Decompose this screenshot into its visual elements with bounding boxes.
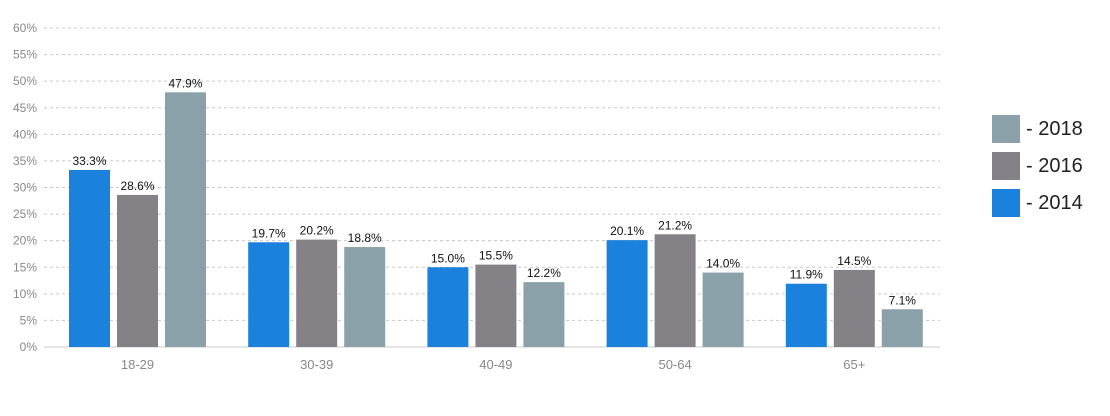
legend-label-2018: - 2018 — [1026, 117, 1083, 140]
data-label: 20.2% — [300, 224, 334, 238]
bar-2016-40-49[interactable] — [475, 264, 517, 347]
bar-2018-18-29[interactable] — [165, 92, 206, 347]
bar-2014-65+[interactable] — [785, 283, 827, 347]
y-tick-label: 55% — [13, 48, 37, 62]
y-tick-label: 0% — [20, 340, 38, 354]
x-tick-label: 18-29 — [121, 357, 154, 372]
legend-item-2014[interactable]: - 2014 — [992, 186, 1083, 220]
bar-2014-40-49[interactable] — [427, 267, 469, 347]
data-label: 12.2% — [527, 266, 561, 280]
bar-2016-65+[interactable] — [833, 269, 875, 347]
data-label: 20.1% — [610, 224, 644, 238]
x-axis-ticks: 18-29 30-39 40-49 50-64 65+ — [121, 357, 865, 372]
data-label: 7.1% — [889, 293, 917, 307]
y-tick-label: 60% — [13, 21, 37, 35]
data-label: 47.9% — [168, 76, 202, 90]
y-tick-label: 5% — [20, 313, 38, 327]
x-tick-label: 50-64 — [658, 357, 691, 372]
bar-2016-50-64[interactable] — [654, 234, 696, 347]
legend-swatch-2018 — [992, 115, 1020, 143]
data-label: 19.7% — [252, 226, 286, 240]
y-tick-label: 10% — [13, 287, 37, 301]
x-tick-label: 30-39 — [300, 357, 333, 372]
data-label: 14.0% — [706, 257, 740, 271]
y-tick-label: 25% — [13, 207, 37, 221]
data-labels: 33.3% 28.6% 47.9% 19.7% 20.2% 18.8% 15.0% 15.5%… — [72, 76, 916, 307]
legend-label-2016: - 2016 — [1026, 154, 1083, 177]
bar-2018-65+[interactable] — [881, 309, 923, 347]
x-tick-label: 40-49 — [479, 357, 512, 372]
x-tick-label: 65+ — [843, 357, 865, 372]
data-label: 21.2% — [658, 218, 692, 232]
bar-2014-30-39[interactable] — [248, 242, 290, 347]
y-tick-label: 20% — [13, 234, 37, 248]
data-label: 18.8% — [348, 231, 382, 245]
legend-label-2014: - 2014 — [1026, 191, 1083, 214]
y-tick-label: 50% — [13, 74, 37, 88]
legend-item-2018[interactable]: - 2018 — [992, 112, 1083, 146]
legend: - 2018 - 2016 - 2014 — [992, 112, 1083, 223]
bar-2014-50-64[interactable] — [606, 240, 648, 347]
y-tick-label: 35% — [13, 154, 37, 168]
legend-swatch-2016 — [992, 152, 1020, 180]
y-tick-label: 15% — [13, 260, 37, 274]
y-axis-ticks: 0% 5% 10% 15% 20% 25% 30% 35% 40% 45% 50% 55% 60% — [13, 21, 37, 354]
y-tick-label: 40% — [13, 127, 37, 141]
bar-2016-30-39[interactable] — [296, 239, 338, 347]
y-tick-label: 45% — [13, 101, 37, 115]
data-label: 11.9% — [790, 268, 823, 282]
bar-2018-50-64[interactable] — [702, 272, 744, 347]
bar-2014-18-29[interactable] — [69, 169, 110, 347]
data-label: 14.5% — [837, 254, 871, 268]
data-label: 33.3% — [72, 154, 106, 168]
bar-2018-40-49[interactable] — [523, 282, 565, 347]
data-label: 28.6% — [120, 179, 154, 193]
bar-2018-30-39[interactable] — [344, 247, 386, 347]
bars — [69, 92, 923, 347]
bar-2016-18-29[interactable] — [117, 194, 158, 347]
legend-swatch-2014 — [992, 189, 1020, 217]
y-tick-label: 30% — [13, 181, 37, 195]
data-label: 15.0% — [431, 251, 465, 265]
data-label: 15.5% — [479, 249, 513, 263]
legend-item-2016[interactable]: - 2016 — [992, 149, 1083, 183]
